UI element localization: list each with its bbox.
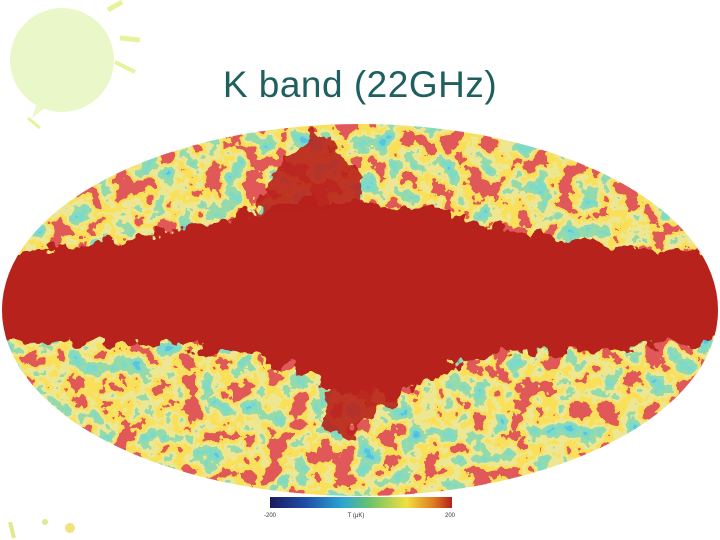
decoration — [8, 0, 141, 539]
colorbar-min-label: -200 — [264, 513, 277, 519]
slide-title: K band (22GHz) — [223, 64, 497, 105]
sky-map — [2, 124, 718, 496]
colorbar-unit-label: T (μK) — [348, 513, 365, 519]
colorbar: -200 T (μK) 200 — [264, 497, 456, 519]
colorbar-max-label: 200 — [445, 513, 456, 519]
colorbar-gradient — [270, 497, 452, 508]
